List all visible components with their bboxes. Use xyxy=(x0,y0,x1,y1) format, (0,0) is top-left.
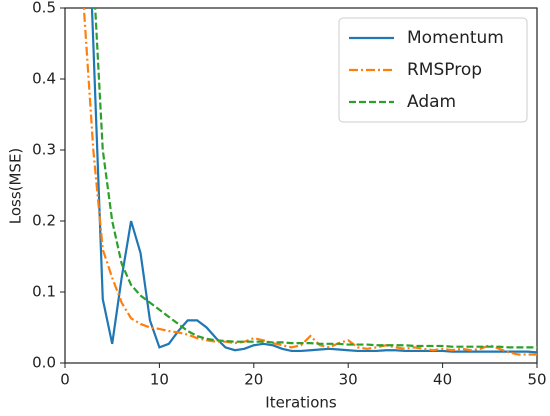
y-tick-label: 0.0 xyxy=(32,354,56,372)
x-tick-label: 0 xyxy=(60,371,70,389)
x-tick-label: 40 xyxy=(433,371,452,389)
legend-label: Momentum xyxy=(407,28,504,48)
x-tick-label: 50 xyxy=(527,371,546,389)
x-tick-label: 20 xyxy=(244,371,263,389)
legend-label: RMSProp xyxy=(407,60,482,80)
y-tick-label: 0.3 xyxy=(32,141,56,159)
y-tick-label: 0.4 xyxy=(32,70,56,88)
y-tick-label: 0.1 xyxy=(32,283,56,301)
y-axis-label: Loss(MSE) xyxy=(7,148,25,225)
y-tick-label: 0.2 xyxy=(32,212,56,230)
legend-label: Adam xyxy=(407,92,456,112)
series-line xyxy=(94,8,537,349)
series-line xyxy=(82,8,537,356)
plot-frame xyxy=(64,7,538,364)
plot-area xyxy=(82,8,537,356)
x-tick-label: 30 xyxy=(339,371,358,389)
x-axis-label: Iterations xyxy=(265,394,337,412)
legend-box xyxy=(338,17,528,123)
series-line xyxy=(90,8,537,354)
legend: Momentum RMSProp Adam xyxy=(338,17,528,123)
y-tick-label: 0.5 xyxy=(32,0,56,17)
x-tick-label: 10 xyxy=(150,371,169,389)
